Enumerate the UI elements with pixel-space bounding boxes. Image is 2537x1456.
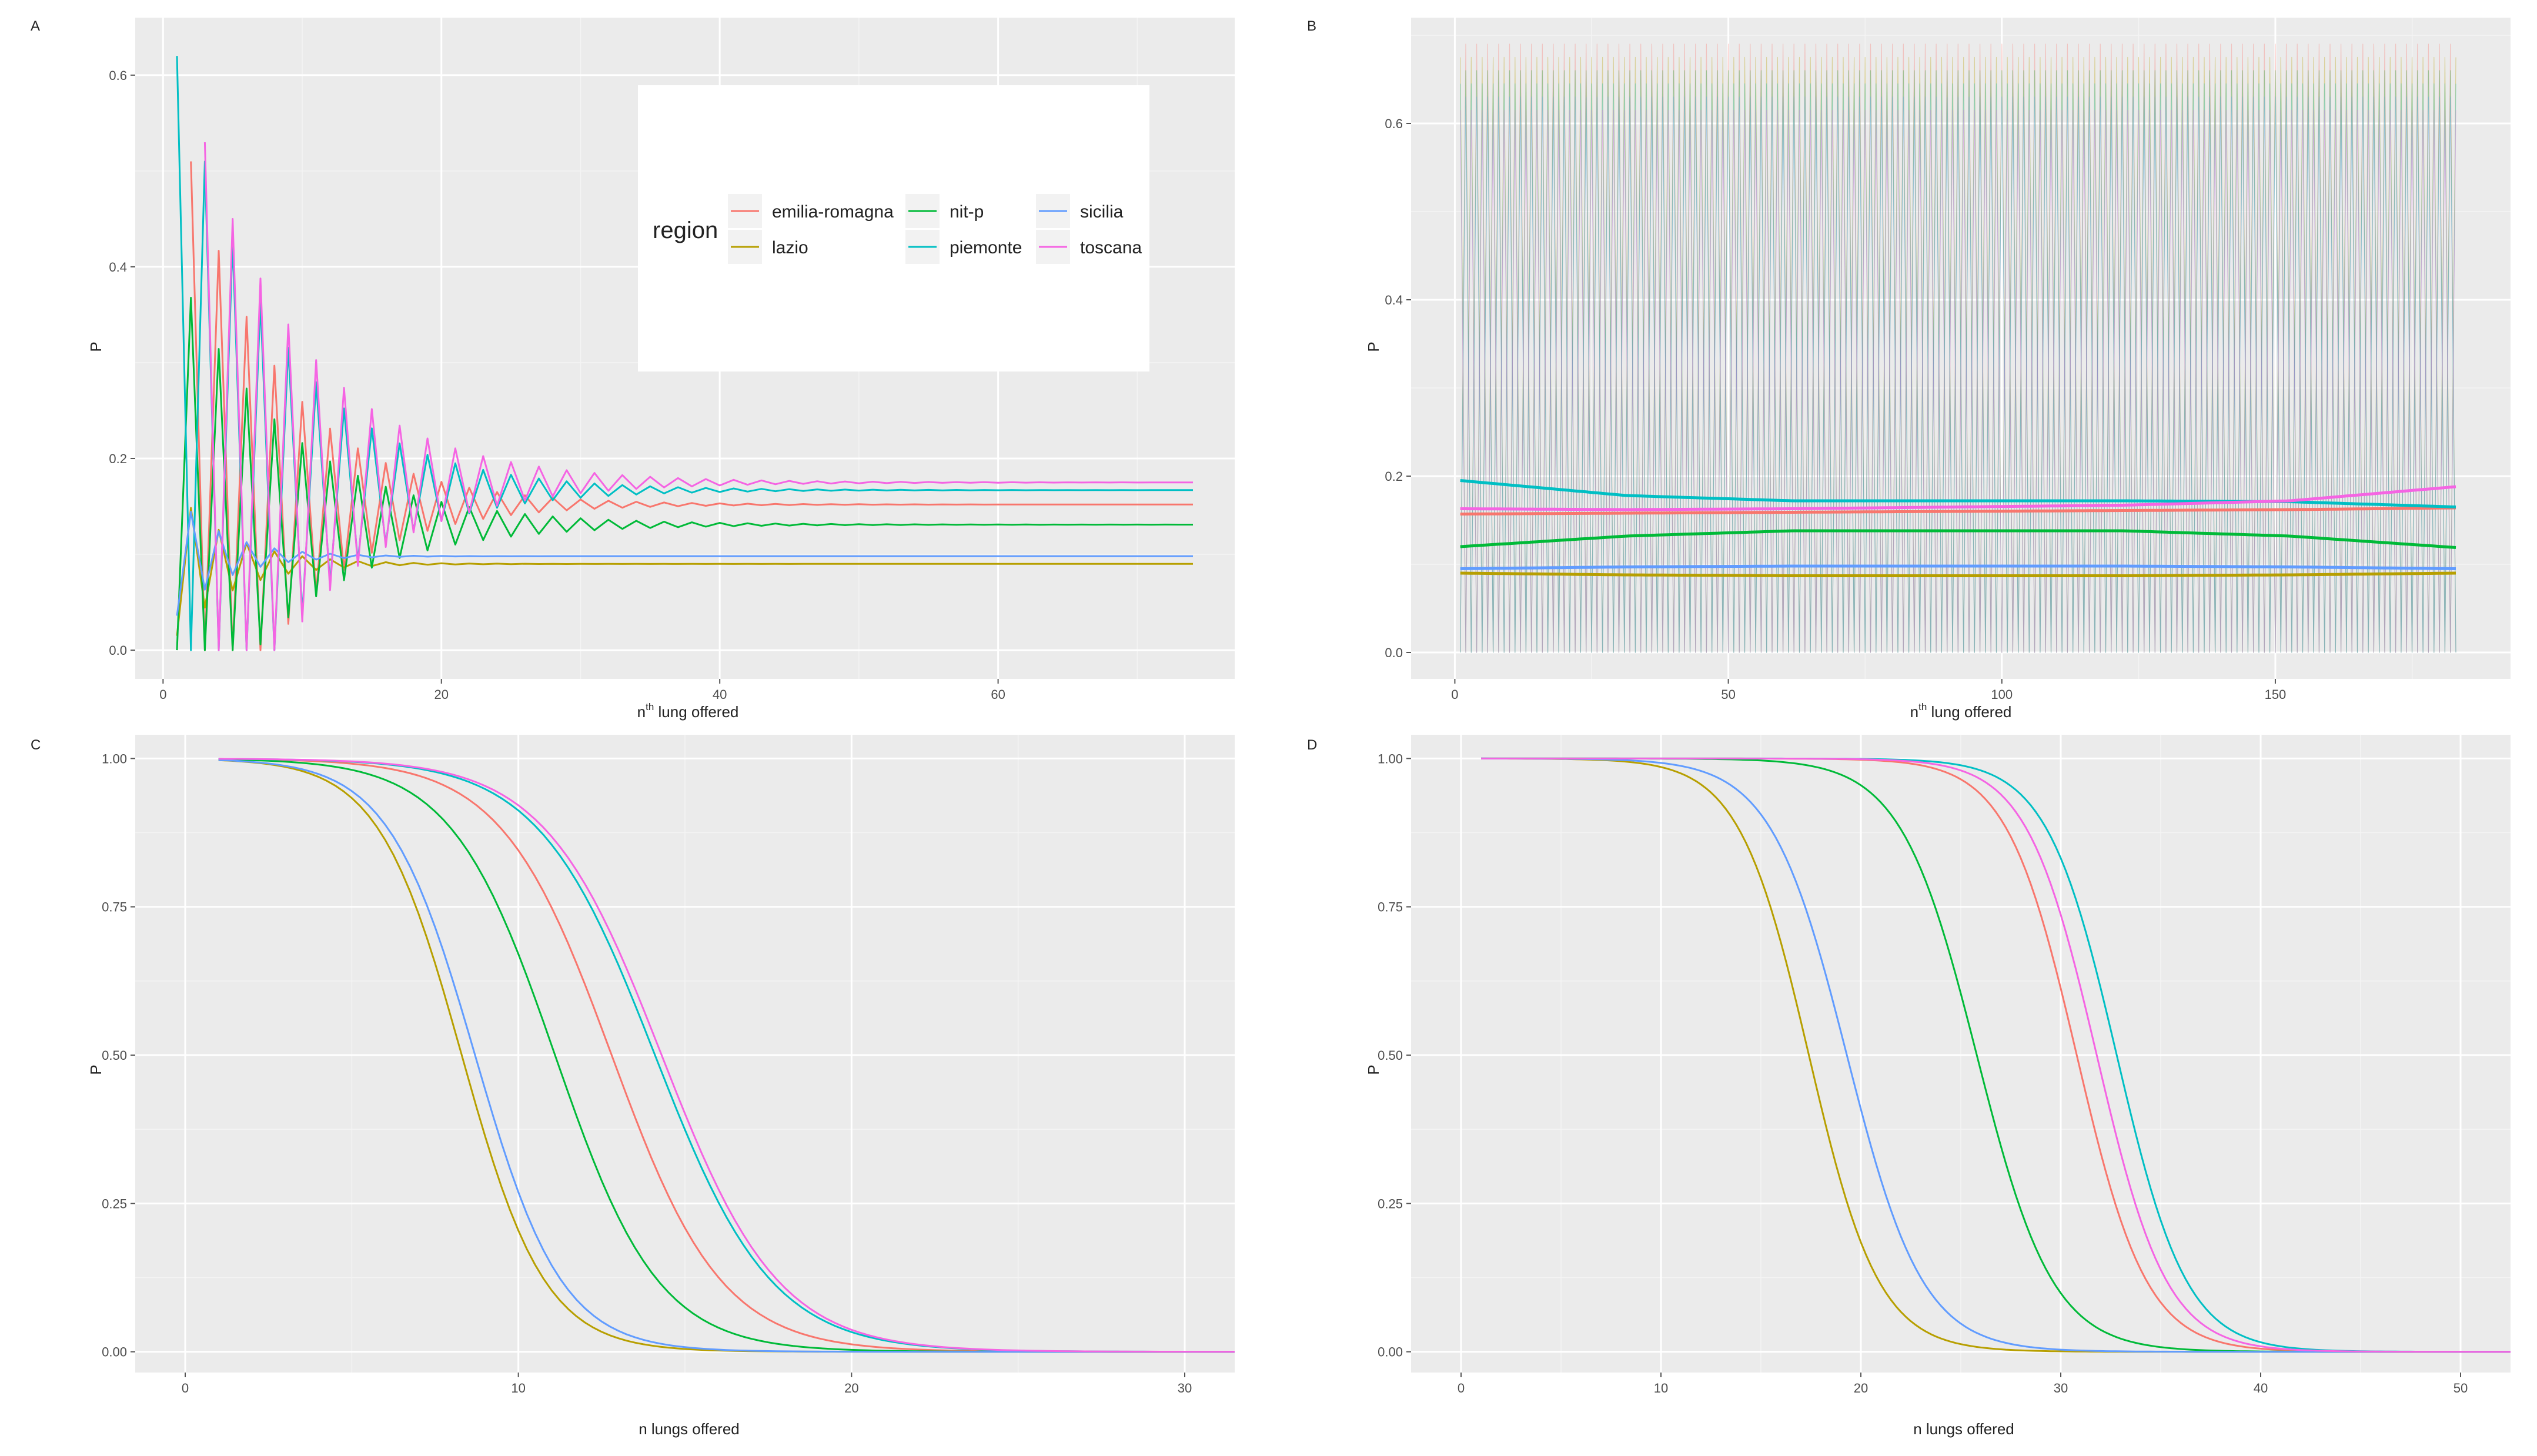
x-axis-title-c: n lungs offered [639,1420,740,1438]
y-tick-label: 0.6 [1385,116,1403,131]
y-axis-title-c: P [87,1065,105,1075]
series-line-toscana [203,142,1194,651]
x-tick-label: 0 [159,687,166,702]
series-line-piemonte [176,56,1193,651]
legend-label-toscana: toscana [1080,238,1142,257]
y-axis-title-d: P [1365,1065,1382,1075]
x-tick-label: 50 [2454,1381,2468,1395]
series-line-nit-p [176,297,1193,651]
smooth-line-emilia-romagna [1460,506,2456,516]
x-tick-label: 0 [182,1381,189,1395]
y-tick-label: 0.0 [1385,645,1403,660]
x-axis-title-a: nth lung offered [637,701,739,721]
panel-label-c: C [31,737,41,753]
legend-label-sicilia: sicilia [1080,202,1124,222]
legend-label-lazio: lazio [772,238,808,257]
grid-d [1411,735,2511,1373]
series-line-sicilia [176,511,1193,616]
oscillation-line-lazio [1460,56,2456,653]
y-tick-label: 1.00 [1378,751,1403,766]
legend-label-emilia-romagna: emilia-romagna [772,202,894,222]
x-axis-title-b: nth lung offered [1910,701,2012,721]
grid-b [1411,18,2511,679]
y-tick-label: 0.6 [109,68,127,83]
x-tick-label: 30 [2054,1381,2068,1395]
panel-label-b: B [1307,18,1316,34]
panel-d: D 0 10 20 30 40 50 0.00 0.25 0.50 0.75 1.00 n lung… [1307,735,2511,1438]
tick-labels-c: 0 10 20 30 0.00 0.25 0.50 0.75 1.00 [102,751,1192,1395]
series-lines-b [1460,479,2456,577]
y-tick-label: 0.25 [102,1196,127,1211]
legend: region emilia-romagna lazio nit-p piemon… [638,85,1149,371]
y-axis-title-b: P [1365,342,1382,352]
y-tick-label: 0.4 [109,260,127,275]
y-tick-label: 0.50 [102,1048,127,1063]
x-tick-label: 40 [713,687,727,702]
x-tick-label: 30 [1178,1381,1192,1395]
oscillation-line-nit-p [1460,70,2456,653]
oscillation-line-piemonte [1460,83,2456,653]
panel-label-d: D [1307,737,1317,753]
x-tick-label: 10 [1654,1381,1668,1395]
smooth-line-lazio [1460,571,2456,577]
y-tick-label: 0.75 [102,900,127,915]
x-tick-label: 20 [1854,1381,1868,1395]
series-lines-d [1481,757,2511,1353]
tick-labels-b: 0 50 100 150 0.0 0.2 0.4 0.6 [1385,116,2286,702]
x-tick-label: 20 [434,687,449,702]
panel-b: B 0 50 100 150 0.0 0.2 0.4 0.6 nth lung offered… [1307,18,2511,721]
smooth-line-sicilia [1460,564,2456,570]
legend-label-piemonte: piemonte [950,238,1022,257]
oscillation-line-emilia-romagna [1460,43,2456,653]
x-tick-label: 0 [1451,687,1458,702]
y-tick-label: 0.2 [1385,469,1403,484]
x-tick-label: 60 [991,687,1005,702]
y-tick-label: 0.0 [109,643,127,658]
panel-c: C 0 10 20 30 0.00 0.25 0.50 0.75 1.00 n lungs of… [31,735,1235,1438]
smooth-line-toscana [1460,485,2456,511]
oscillation-line-sicilia [1460,96,2456,653]
y-tick-label: 0.2 [109,451,127,466]
legend-label-nit-p: nit-p [950,202,984,222]
panel-a: A 0 20 40 60 0.0 0.2 0.4 0.6 nth lung offered P… [31,18,1235,721]
y-tick-label: 1.00 [102,751,127,766]
x-tick-label: 20 [844,1381,858,1395]
x-tick-label: 10 [511,1381,525,1395]
series-line-emilia-romagna [190,161,1194,651]
series-lines-c [218,758,1235,1353]
x-tick-label: 50 [1721,687,1735,702]
x-tick-label: 150 [2265,687,2287,702]
x-axis-title-d: n lungs offered [1913,1420,2014,1438]
tick-labels-d: 0 10 20 30 40 50 0.00 0.25 0.50 0.75 1.00 [1378,751,2468,1395]
grid-c [135,735,1235,1373]
oscillation-line-toscana [1460,109,2456,653]
x-tick-label: 40 [2254,1381,2268,1395]
series-line-toscana [218,758,1235,1353]
y-axis-title-a: P [87,342,105,352]
legend-title: region [653,217,718,243]
tick-labels-a: 0 20 40 60 0.0 0.2 0.4 0.6 [109,68,1005,702]
legend-box [638,85,1149,371]
series-lines-a [176,56,1194,651]
y-tick-label: 0.25 [1378,1196,1403,1211]
x-tick-label: 100 [1991,687,2013,702]
y-tick-label: 0.00 [1378,1345,1403,1360]
oscillation-b [1460,43,2456,653]
x-tick-label: 0 [1458,1381,1465,1395]
y-tick-label: 0.75 [1378,900,1403,915]
smooth-line-nit-p [1460,529,2456,549]
panel-label-a: A [31,18,40,34]
y-tick-label: 0.4 [1385,293,1403,307]
y-tick-label: 0.00 [102,1345,127,1360]
series-line-toscana [1481,757,2511,1353]
y-tick-label: 0.50 [1378,1048,1403,1063]
